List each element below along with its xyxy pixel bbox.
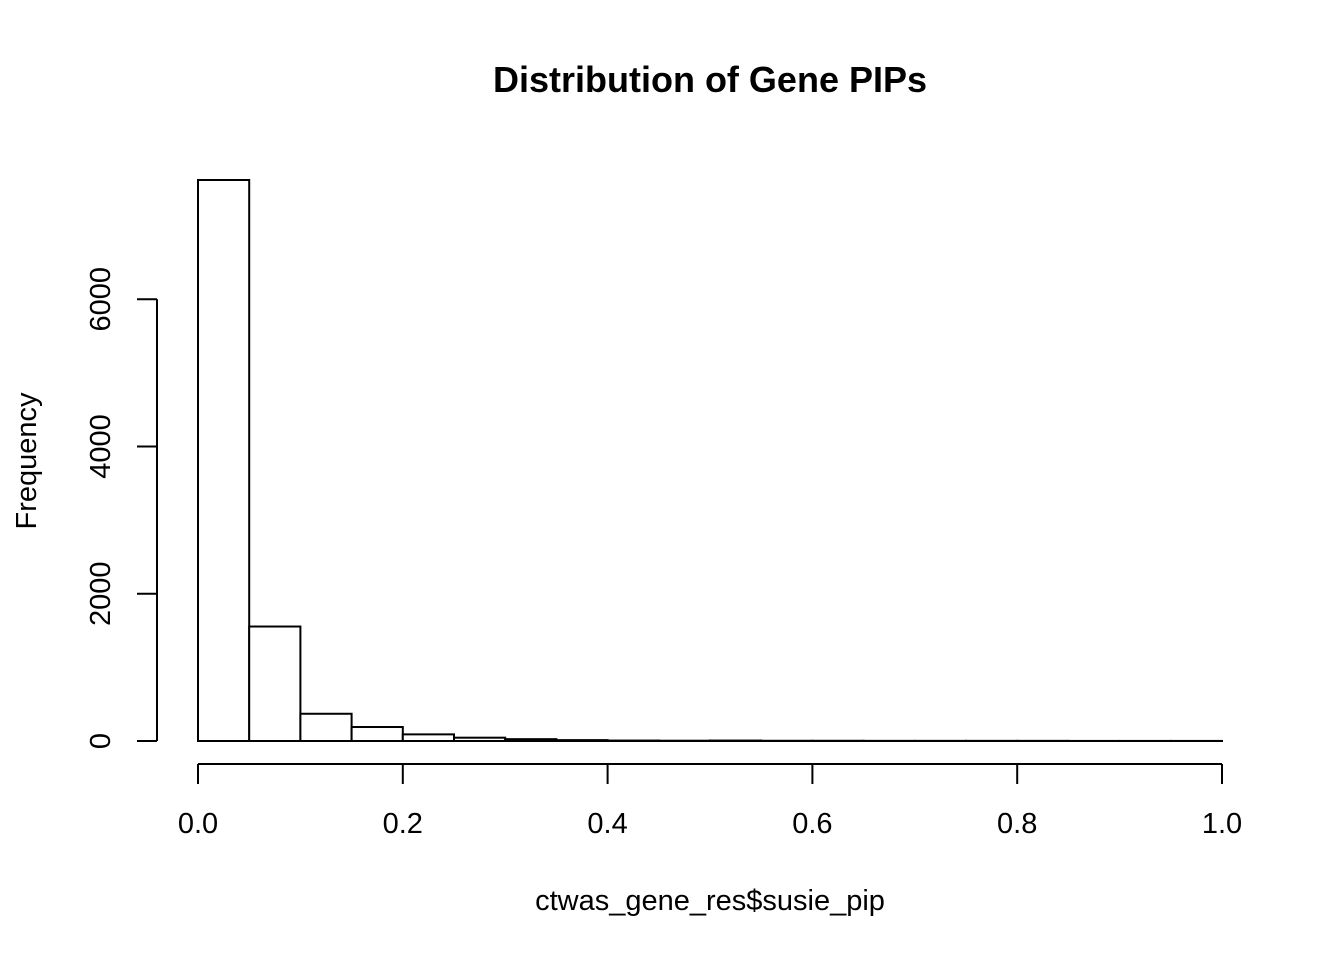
histogram-bar bbox=[504, 738, 558, 742]
chart-title: Distribution of Gene PIPs bbox=[493, 59, 927, 100]
histogram-bar bbox=[350, 726, 404, 743]
y-tick-label: 2000 bbox=[85, 561, 117, 626]
y-tick-label: 6000 bbox=[85, 267, 117, 332]
x-tick-label: 0.6 bbox=[792, 808, 832, 840]
histogram-bar bbox=[453, 736, 507, 743]
x-tick-label: 0.4 bbox=[587, 808, 627, 840]
x-tick-label: 0.8 bbox=[997, 808, 1037, 840]
x-axis: 0.0 0.2 0.4 0.6 0.8 1.0 bbox=[178, 763, 1242, 840]
y-tick-label: 4000 bbox=[85, 414, 117, 479]
y-axis-label: Frequency bbox=[11, 392, 43, 530]
histogram-bar bbox=[197, 179, 251, 742]
x-tick-label: 0.2 bbox=[383, 808, 423, 840]
histogram-bar bbox=[248, 625, 302, 742]
y-tick-label: 0 bbox=[85, 733, 117, 749]
x-tick-label: 1.0 bbox=[1202, 808, 1242, 840]
histogram-bar bbox=[299, 712, 353, 742]
histogram-bar bbox=[555, 739, 609, 742]
bars-group bbox=[197, 179, 1224, 743]
histogram-bar bbox=[401, 733, 455, 743]
y-axis: 0 2000 4000 6000 bbox=[85, 267, 158, 749]
x-tick-label: 0.0 bbox=[178, 808, 218, 840]
x-axis-label: ctwas_gene_res$susie_pip bbox=[535, 885, 885, 917]
